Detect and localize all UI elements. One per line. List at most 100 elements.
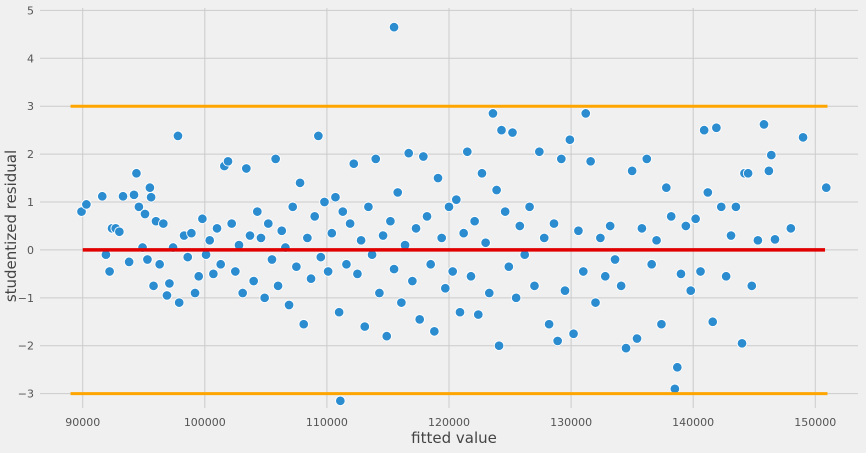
data-point: [341, 259, 352, 270]
data-point: [510, 292, 522, 304]
data-point: [578, 266, 589, 277]
data-point: [742, 168, 754, 179]
data-point: [322, 266, 334, 277]
data-point: [359, 321, 371, 332]
y-tick-label: −1: [18, 292, 34, 305]
data-point: [661, 182, 672, 193]
data-point: [255, 232, 267, 244]
data-point: [432, 172, 444, 184]
data-point: [543, 318, 555, 330]
x-tick-label: 110000: [306, 416, 348, 429]
data-point: [283, 299, 295, 311]
data-point: [315, 251, 327, 263]
data-point: [172, 130, 184, 142]
data-point: [690, 213, 701, 225]
data-point: [319, 196, 330, 208]
data-point: [276, 225, 287, 237]
data-point: [716, 201, 727, 213]
data-point: [128, 189, 140, 201]
data-point: [333, 306, 345, 318]
data-point: [392, 187, 403, 198]
x-tick-label: 150000: [794, 416, 836, 429]
data-point: [148, 280, 159, 292]
data-point: [429, 326, 440, 337]
data-point: [173, 297, 185, 308]
data-point: [226, 218, 237, 229]
data-point: [665, 211, 677, 222]
data-point: [309, 211, 320, 222]
data-point: [81, 199, 92, 210]
data-point: [244, 230, 256, 241]
data-point: [507, 127, 518, 138]
data-point: [600, 271, 611, 282]
data-point: [388, 263, 400, 275]
y-tick-label: 4: [27, 52, 34, 65]
data-point: [302, 232, 313, 244]
data-point: [436, 232, 447, 244]
data-point: [294, 177, 306, 189]
data-point: [403, 147, 414, 159]
data-point: [186, 227, 197, 239]
x-tick-label: 90000: [65, 416, 100, 429]
data-point: [144, 182, 156, 193]
data-point: [131, 168, 142, 179]
data-point: [496, 124, 507, 136]
data-point: [675, 268, 687, 280]
data-point: [651, 235, 662, 246]
y-axis-label: studentized residual: [2, 150, 20, 302]
data-point: [514, 220, 526, 232]
data-points: [76, 21, 832, 407]
data-point: [524, 201, 535, 213]
data-point: [480, 237, 491, 248]
data-point: [529, 280, 540, 292]
data-point: [363, 201, 374, 213]
data-point: [491, 184, 502, 196]
data-point: [465, 271, 477, 282]
data-point: [499, 206, 511, 217]
data-point: [158, 218, 169, 229]
data-point: [114, 226, 125, 237]
data-point: [139, 208, 151, 220]
data-point: [487, 108, 499, 119]
data-point: [609, 254, 621, 265]
data-point: [421, 211, 433, 222]
y-tick-label: 5: [27, 4, 34, 17]
data-point: [720, 271, 732, 282]
x-tick-label: 130000: [550, 416, 592, 429]
data-point: [564, 134, 576, 145]
data-point: [821, 182, 832, 193]
data-point: [473, 309, 484, 320]
data-point: [711, 122, 722, 134]
data-point: [104, 266, 115, 277]
data-point: [145, 191, 157, 203]
x-tick-label: 120000: [428, 416, 470, 429]
data-point: [548, 218, 560, 229]
data-point: [534, 146, 545, 157]
y-tick-label: 1: [27, 196, 34, 209]
data-point: [164, 278, 175, 289]
y-axis-ticks: −3 −2 −1 0 1 2 3 4 5: [18, 4, 34, 400]
data-point: [330, 191, 341, 203]
data-point: [646, 259, 657, 270]
data-point: [425, 259, 436, 270]
data-point: [259, 292, 270, 304]
data-point: [656, 318, 667, 330]
data-point: [396, 297, 407, 308]
y-tick-label: −3: [18, 388, 34, 401]
data-point: [377, 230, 389, 241]
data-point: [766, 149, 777, 161]
data-point: [298, 318, 309, 330]
data-point: [352, 268, 363, 280]
data-point: [758, 119, 770, 130]
data-point: [626, 165, 638, 177]
data-point: [493, 340, 505, 351]
data-point: [559, 285, 571, 296]
data-point: [568, 328, 579, 339]
data-point: [248, 275, 259, 287]
data-point: [631, 333, 643, 344]
data-point: [291, 261, 302, 272]
data-point: [615, 280, 627, 292]
data-point: [388, 21, 400, 33]
